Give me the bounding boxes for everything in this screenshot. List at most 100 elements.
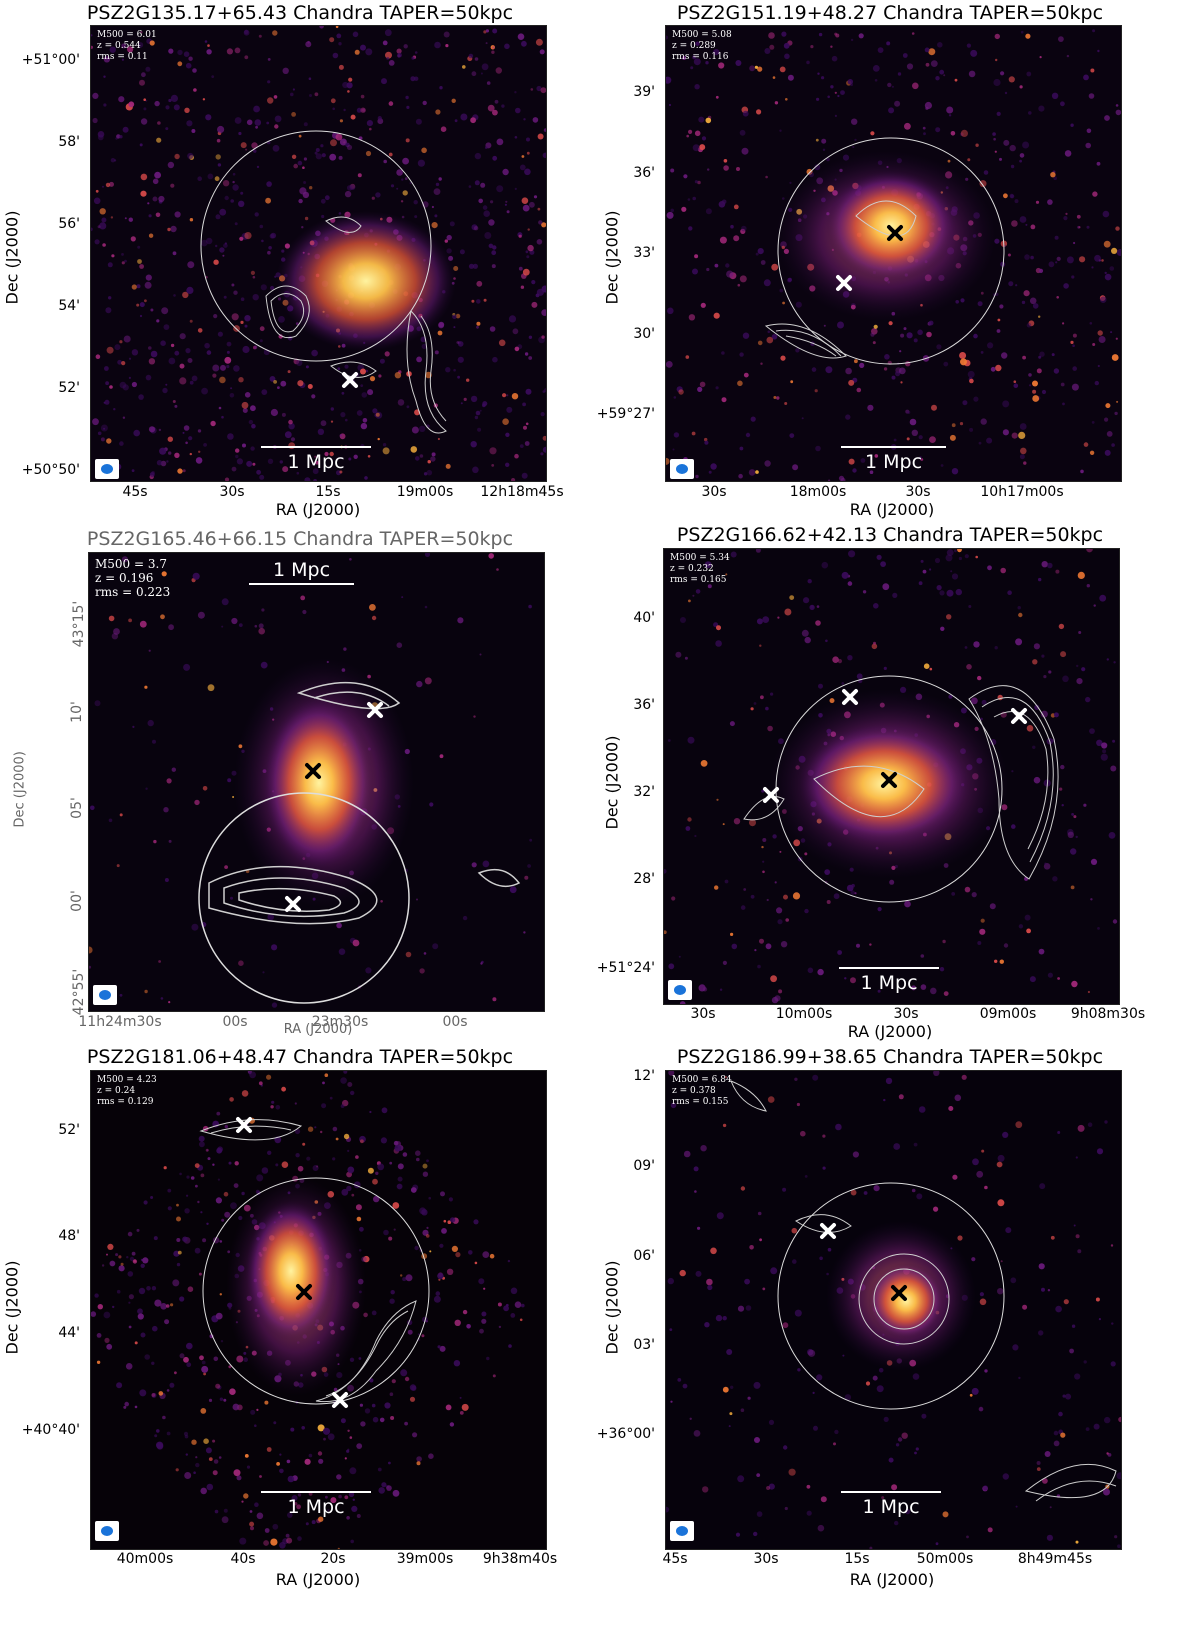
noise-speck <box>314 455 317 458</box>
noise-speck <box>430 456 436 462</box>
noise-speck <box>101 217 107 223</box>
noise-speck <box>445 463 451 469</box>
noise-speck <box>224 356 232 364</box>
noise-speck <box>905 409 910 414</box>
noise-speck <box>278 334 283 339</box>
noise-speck <box>484 232 492 239</box>
x-tick: 30s <box>219 484 245 500</box>
noise-speck <box>914 1451 917 1455</box>
noise-speck <box>471 299 475 303</box>
noise-speck <box>520 285 525 289</box>
noise-speck <box>259 326 265 332</box>
noise-speck <box>103 427 106 430</box>
y-axis-label: Dec (J2000) <box>12 751 28 828</box>
noise-speck <box>791 1227 798 1234</box>
noise-speck <box>263 1540 269 1546</box>
noise-speck <box>423 472 428 476</box>
noise-speck <box>801 417 804 420</box>
noise-speck <box>492 155 498 161</box>
noise-speck <box>447 1220 452 1224</box>
noise-speck <box>203 443 207 447</box>
noise-speck <box>795 301 802 308</box>
noise-speck <box>302 1142 306 1146</box>
noise-speck <box>468 53 474 59</box>
noise-speck <box>1025 33 1031 39</box>
noise-speck <box>186 286 194 294</box>
noise-speck <box>981 699 987 705</box>
y-tick: 03' <box>633 1337 655 1353</box>
noise-speck <box>929 436 936 443</box>
noise-speck <box>1028 320 1035 327</box>
noise-speck <box>440 1191 445 1197</box>
noise-speck <box>492 356 498 363</box>
noise-speck <box>258 627 265 635</box>
noise-speck <box>1079 256 1086 263</box>
noise-speck <box>367 1167 374 1174</box>
noise-speck <box>148 214 152 218</box>
noise-speck <box>286 1537 293 1544</box>
noise-speck <box>301 226 304 229</box>
noise-speck <box>184 1472 192 1479</box>
noise-speck <box>244 232 252 240</box>
noise-speck <box>689 1417 692 1420</box>
noise-speck <box>457 341 464 347</box>
noise-speck <box>462 915 468 921</box>
noise-speck <box>702 987 708 992</box>
noise-speck <box>961 1074 967 1080</box>
noise-speck <box>697 180 701 185</box>
noise-speck <box>414 1245 419 1251</box>
noise-speck <box>454 119 458 123</box>
noise-speck <box>202 786 208 791</box>
noise-speck <box>174 350 180 356</box>
noise-speck <box>688 226 693 231</box>
noise-speck <box>111 254 115 258</box>
noise-speck <box>850 1189 857 1196</box>
noise-speck <box>869 943 872 946</box>
noise-speck <box>459 1396 462 1399</box>
noise-speck <box>127 1231 133 1237</box>
noise-speck <box>156 1429 160 1433</box>
noise-speck <box>360 384 364 387</box>
noise-speck <box>288 419 293 425</box>
noise-speck <box>330 407 334 411</box>
noise-speck <box>777 919 783 925</box>
noise-speck <box>1058 1411 1063 1417</box>
y-axis-label: Dec (J2000) <box>602 735 622 830</box>
noise-speck <box>886 41 891 46</box>
noise-speck <box>308 77 312 80</box>
noise-speck <box>281 1161 289 1168</box>
noise-speck <box>248 1071 252 1075</box>
noise-speck <box>480 72 483 75</box>
noise-speck <box>888 1457 894 1463</box>
noise-speck <box>1038 1263 1045 1270</box>
noise-speck <box>1064 150 1072 157</box>
noise-speck <box>298 198 303 204</box>
noise-speck <box>208 1457 213 1461</box>
y-tick: 00' <box>68 890 85 912</box>
noise-speck <box>926 331 932 338</box>
noise-speck <box>811 367 817 372</box>
noise-speck <box>719 236 727 244</box>
noise-speck <box>221 1516 229 1524</box>
noise-speck <box>893 438 897 442</box>
noise-speck <box>304 1458 311 1465</box>
noise-speck <box>188 56 193 61</box>
noise-speck <box>267 80 271 84</box>
noise-speck <box>435 182 440 187</box>
noise-speck <box>148 649 151 652</box>
noise-speck <box>755 470 759 474</box>
noise-speck <box>155 212 161 218</box>
noise-speck <box>1115 226 1120 231</box>
noise-speck <box>767 330 771 334</box>
noise-speck <box>1115 109 1121 116</box>
y-tick: 28' <box>633 871 655 887</box>
noise-speck <box>952 1174 958 1180</box>
y-tick: +51°24' <box>596 960 655 976</box>
noise-speck <box>170 225 177 233</box>
noise-speck <box>236 458 243 465</box>
noise-speck <box>1044 862 1047 865</box>
noise-speck <box>1078 226 1081 229</box>
noise-speck <box>1036 1461 1041 1465</box>
noise-speck <box>429 802 434 807</box>
noise-speck <box>536 85 542 92</box>
